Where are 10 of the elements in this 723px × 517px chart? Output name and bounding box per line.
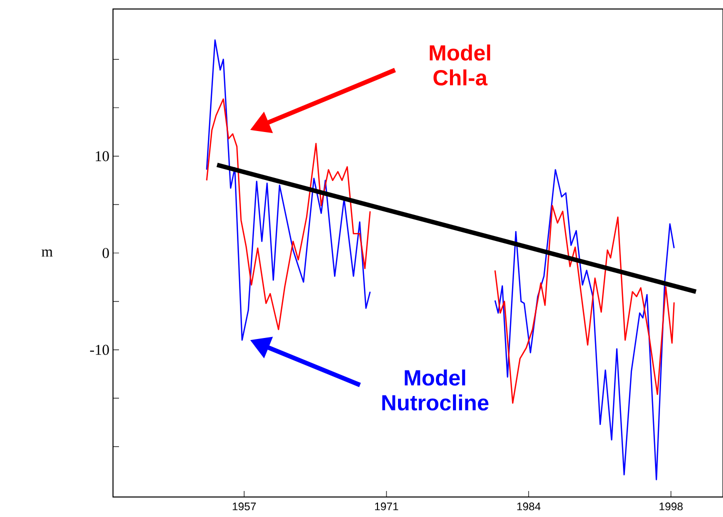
y-tick-label: 0	[102, 248, 109, 258]
annotation: Model Chl-a	[430, 44, 490, 86]
y-tick-label: -10	[90, 344, 109, 355]
x-tick-label: 1957	[232, 502, 256, 510]
x-tick-label: 1998	[660, 502, 683, 510]
x-tick-label: 1984	[517, 502, 541, 510]
x-tick-label: 1971	[375, 502, 398, 510]
annotation: Model Nutrocline	[382, 369, 488, 411]
y-tick-label: 10	[96, 151, 109, 162]
y-axis-title: m	[42, 249, 53, 257]
